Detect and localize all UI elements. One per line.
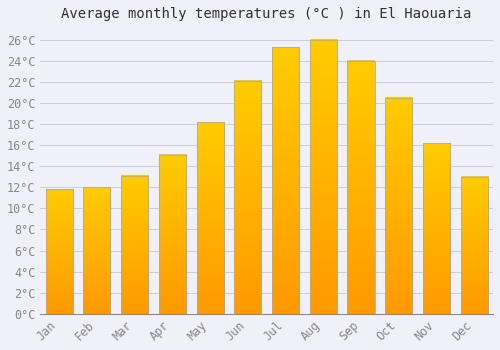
Title: Average monthly temperatures (°C ) in El Haouaria: Average monthly temperatures (°C ) in El… [62, 7, 472, 21]
Bar [460, 177, 488, 314]
Bar [272, 47, 299, 314]
Bar [385, 98, 412, 314]
Bar [159, 155, 186, 314]
Bar [121, 176, 148, 314]
Bar [423, 143, 450, 314]
Bar [196, 122, 224, 314]
Bar [84, 187, 110, 314]
Bar [46, 189, 73, 314]
Bar [310, 40, 337, 314]
Bar [234, 81, 262, 314]
Bar [348, 61, 374, 314]
